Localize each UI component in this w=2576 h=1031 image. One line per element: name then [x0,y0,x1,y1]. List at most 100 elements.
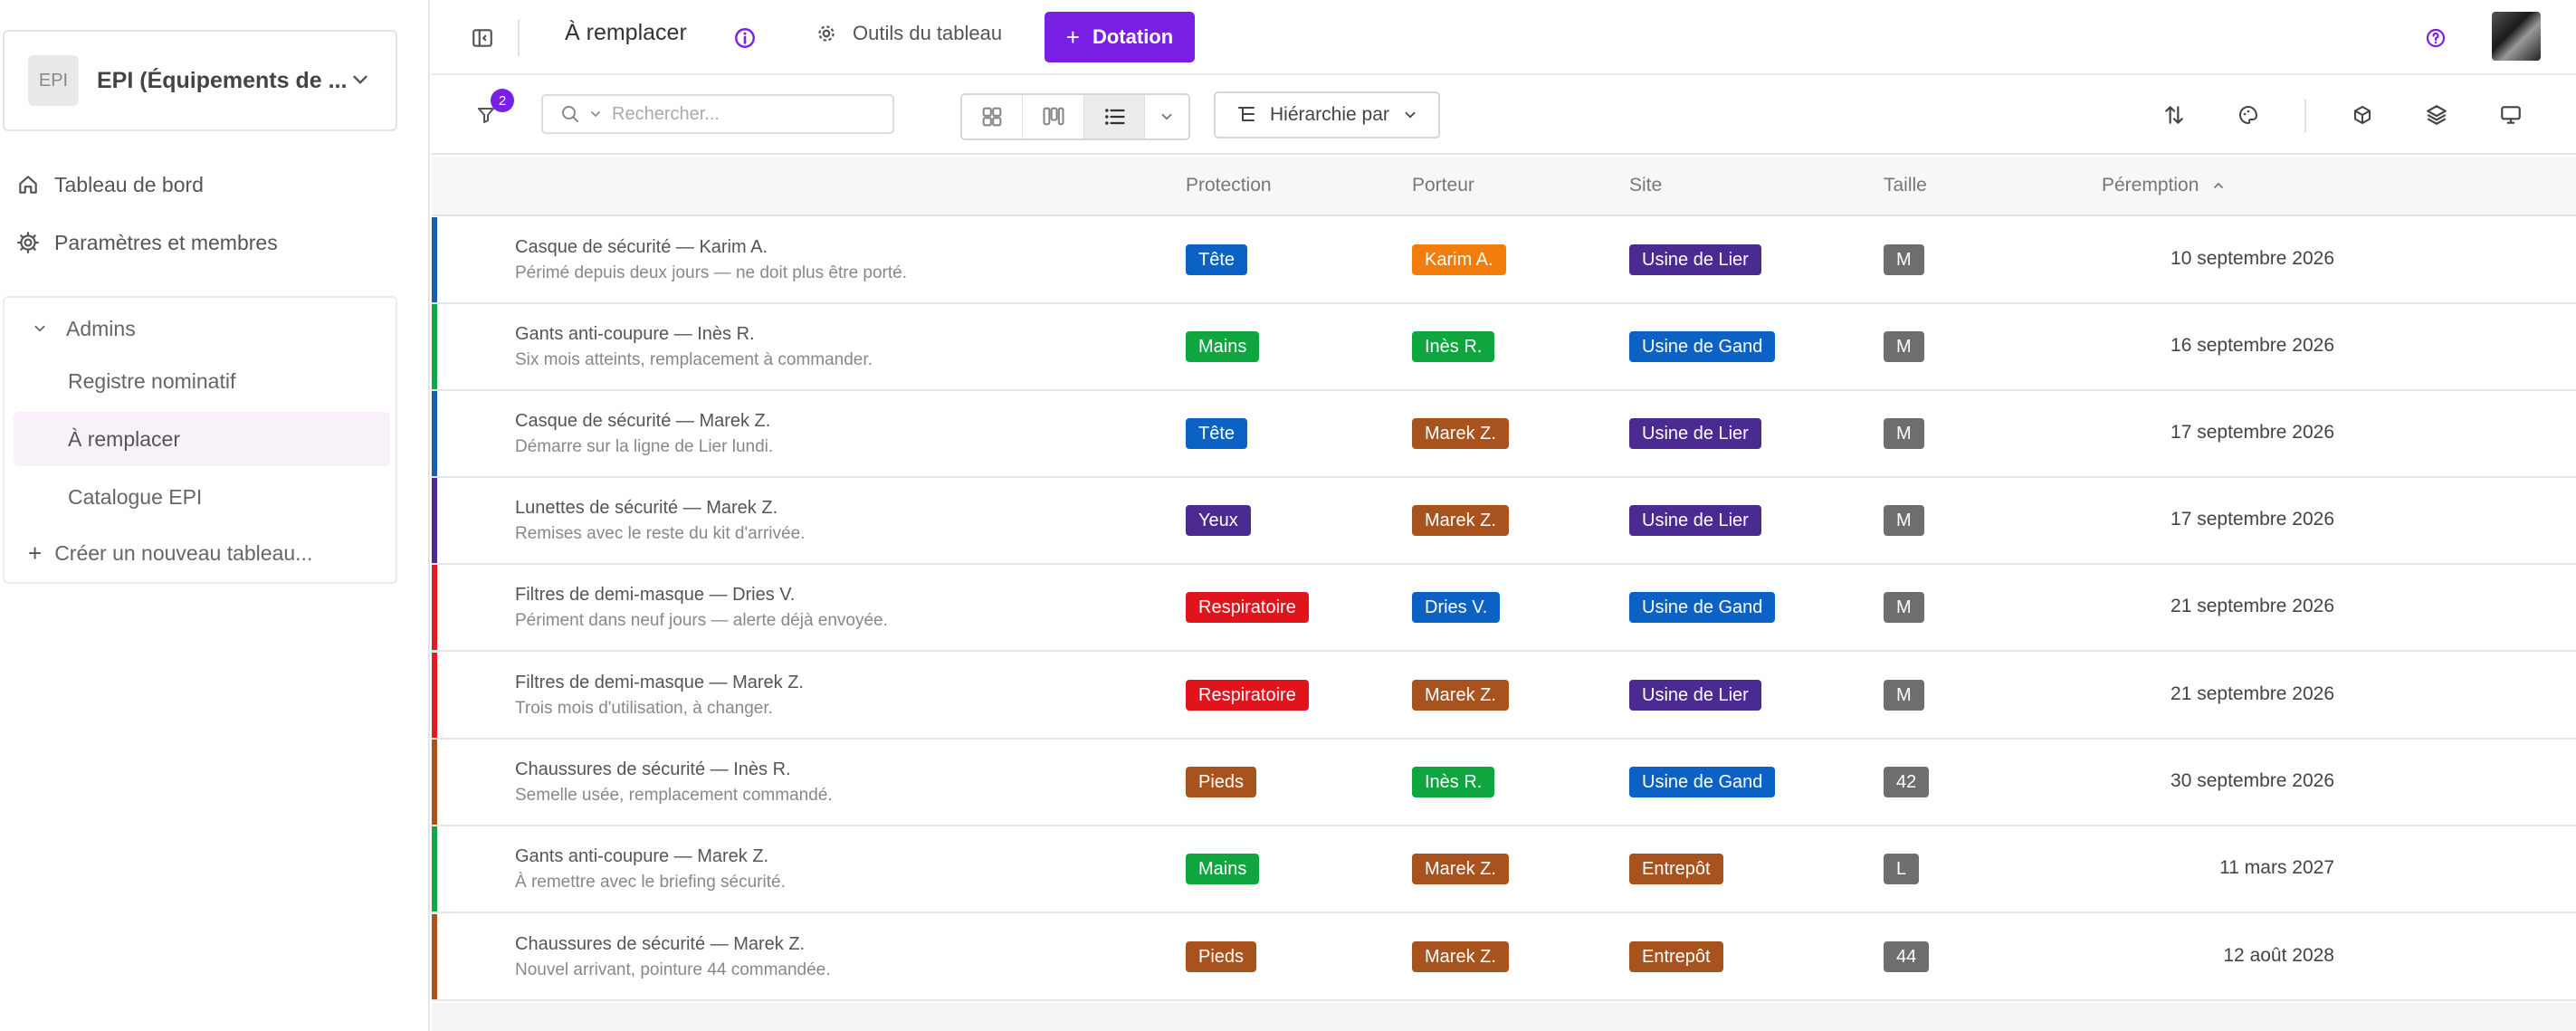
size-tag[interactable]: 42 [1884,767,1930,797]
porteur-tag[interactable]: Karim A. [1412,244,1506,275]
site-tag[interactable]: Usine de Gand [1629,592,1776,623]
protection-tag[interactable]: Pieds [1186,941,1257,972]
row-title: Chaussures de sécurité — Inès R. [515,759,791,779]
row-color-bar [432,653,437,738]
porteur-tag[interactable]: Marek Z. [1412,854,1509,884]
size-tag[interactable]: M [1884,331,1924,362]
table-row[interactable]: Filtres de demi-masque — Marek Z. Trois m… [432,653,2576,740]
top-bar [432,0,2576,75]
color-button[interactable] [2235,101,2262,129]
sidebar-group-admins: Admins Registre nominatif À remplacer Ca… [3,296,397,584]
layers-button[interactable] [2423,101,2450,129]
package-button[interactable] [2349,101,2376,129]
porteur-tag[interactable]: Inès R. [1412,331,1495,362]
protection-tag[interactable]: Yeux [1186,505,1251,536]
group-toggle[interactable]: Admins [32,310,136,347]
site-tag[interactable]: Usine de Lier [1629,418,1761,449]
site-tag[interactable]: Usine de Gand [1629,767,1776,797]
table-row[interactable]: Casque de sécurité — Karim A. Périmé depu… [432,217,2576,304]
dotation-button[interactable]: + Dotation [1045,12,1195,62]
table-row[interactable]: Lunettes de sécurité — Marek Z. Remises a… [432,478,2576,565]
expiry-date: 10 septembre 2026 [2171,248,2334,269]
search-placeholder: Rechercher... [612,103,720,124]
nav-item-label: Tableau de bord [54,172,204,196]
size-tag[interactable]: 44 [1884,941,1930,972]
plus-icon: + [28,539,43,567]
workspace-logo: EPI [28,55,79,106]
protection-tag[interactable]: Tête [1186,244,1248,275]
row-subtitle: À remettre avec le briefing sécurité. [515,873,786,892]
size-tag[interactable]: M [1884,244,1924,275]
create-table-button[interactable]: + Créer un nouveau tableau... [28,535,312,571]
chevron-down-icon [353,75,367,84]
size-tag[interactable]: M [1884,505,1924,536]
site-tag[interactable]: Entrepôt [1629,941,1723,972]
row-color-bar [432,478,437,563]
porteur-tag[interactable]: Dries V. [1412,592,1501,623]
porteur-tag[interactable]: Marek Z. [1412,418,1509,449]
porteur-tag[interactable]: Marek Z. [1412,941,1509,972]
workspace-switcher[interactable]: EPI EPI (Équipements de ... [3,30,397,131]
sidebar-item-registre[interactable]: Registre nominatif [68,368,236,393]
sort-ascending-icon [2214,182,2224,188]
chevron-down-icon [591,111,600,118]
table-row[interactable]: Filtres de demi-masque — Dries V. Périmen… [432,565,2576,652]
protection-tag[interactable]: Mains [1186,331,1260,362]
sidebar-toggle-icon [472,29,492,47]
protection-tag[interactable]: Respiratoire [1186,592,1309,623]
table-row[interactable]: Chaussures de sécurité — Inès R. Semelle … [432,740,2576,826]
protection-tag[interactable]: Pieds [1186,767,1257,797]
table-row[interactable]: Gants anti-coupure — Inès R. Six mois att… [432,304,2576,391]
user-avatar[interactable] [2492,12,2541,61]
row-color-bar [432,304,437,389]
more-views-button[interactable] [1145,95,1188,138]
site-tag[interactable]: Usine de Lier [1629,680,1761,711]
site-tag[interactable]: Usine de Lier [1629,505,1761,536]
site-tag[interactable]: Entrepôt [1629,854,1723,884]
view-info-button[interactable] [731,24,758,52]
site-tag[interactable]: Usine de Lier [1629,244,1761,275]
hierarchy-button[interactable]: Hiérarchie par [1214,91,1440,138]
column-header-site[interactable]: Site [1629,175,1663,196]
nav-item-settings[interactable]: Paramètres et membres [16,224,278,261]
row-color-bar [432,826,437,912]
group-label: Admins [66,316,136,340]
present-button[interactable] [2497,101,2524,129]
protection-tag[interactable]: Tête [1186,418,1248,449]
list-view-button[interactable] [1083,95,1146,138]
protection-tag[interactable]: Respiratoire [1186,680,1309,711]
help-button[interactable] [2422,24,2449,52]
row-title: Gants anti-coupure — Inès R. [515,324,755,344]
row-color-bar [432,914,437,999]
size-tag[interactable]: M [1884,418,1924,449]
size-tag[interactable]: L [1884,854,1920,884]
porteur-tag[interactable]: Inès R. [1412,767,1495,797]
row-color-bar [432,565,437,650]
size-tag[interactable]: M [1884,680,1924,711]
kanban-view-button[interactable] [1023,95,1084,138]
porteur-tag[interactable]: Marek Z. [1412,680,1509,711]
row-subtitle: Démarre sur la ligne de Lier lundi. [515,437,774,456]
sidebar-item-catalogue[interactable]: Catalogue EPI [68,484,203,509]
size-tag[interactable]: M [1884,592,1924,623]
column-header-porteur[interactable]: Porteur [1412,175,1474,196]
sidebar-item-a-remplacer[interactable]: À remplacer [14,412,390,466]
row-color-bar [432,740,437,825]
table-tools-button[interactable]: Outils du tableau [815,22,1002,45]
protection-tag[interactable]: Mains [1186,854,1260,884]
search-input[interactable]: Rechercher... [541,94,894,134]
column-header-taille[interactable]: Taille [1884,175,1927,196]
home-icon [19,176,37,194]
nav-item-dashboard[interactable]: Tableau de bord [16,167,204,203]
sort-button[interactable] [2161,101,2188,129]
table-row[interactable]: Gants anti-coupure — Marek Z. À remettre … [432,826,2576,913]
toggle-sidebar-button[interactable] [468,24,497,53]
table-row[interactable]: Casque de sécurité — Marek Z. Démarre sur… [432,391,2576,478]
site-tag[interactable]: Usine de Gand [1629,331,1776,362]
porteur-tag[interactable]: Marek Z. [1412,505,1509,536]
info-icon [735,28,755,48]
column-header-peremption[interactable]: Péremption [2102,175,2226,196]
column-header-protection[interactable]: Protection [1186,175,1272,196]
table-row[interactable]: Chaussures de sécurité — Marek Z. Nouvel … [432,914,2576,1001]
grid-view-button[interactable] [962,95,1024,138]
